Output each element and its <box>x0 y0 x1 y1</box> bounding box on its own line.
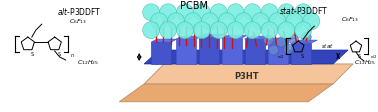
Ellipse shape <box>227 5 244 22</box>
Ellipse shape <box>269 14 286 30</box>
Polygon shape <box>151 43 171 64</box>
Ellipse shape <box>177 23 194 39</box>
Text: PCBM: PCBM <box>180 1 208 11</box>
Ellipse shape <box>286 14 303 30</box>
Ellipse shape <box>160 23 177 39</box>
Ellipse shape <box>218 14 235 30</box>
Ellipse shape <box>194 23 210 39</box>
Ellipse shape <box>177 5 194 22</box>
Ellipse shape <box>143 5 160 22</box>
Ellipse shape <box>151 14 167 30</box>
Ellipse shape <box>303 14 320 30</box>
Polygon shape <box>291 44 311 64</box>
Text: $_n$: $_n$ <box>70 52 74 59</box>
Ellipse shape <box>244 23 261 39</box>
Text: P3HT: P3HT <box>234 72 259 81</box>
Ellipse shape <box>194 5 210 22</box>
Ellipse shape <box>244 5 261 22</box>
Polygon shape <box>119 84 333 102</box>
Polygon shape <box>245 40 265 64</box>
Text: $_{n/2}$: $_{n/2}$ <box>277 53 284 60</box>
Ellipse shape <box>295 23 312 39</box>
Polygon shape <box>245 37 271 40</box>
Text: S: S <box>30 51 34 56</box>
Polygon shape <box>144 64 353 84</box>
Text: $C_{12}H_{25}$: $C_{12}H_{25}$ <box>354 58 376 67</box>
Ellipse shape <box>278 23 295 39</box>
Ellipse shape <box>261 23 278 39</box>
Ellipse shape <box>301 33 311 43</box>
Ellipse shape <box>288 35 298 45</box>
Ellipse shape <box>210 5 227 22</box>
Polygon shape <box>144 51 348 64</box>
Ellipse shape <box>252 14 269 30</box>
Ellipse shape <box>201 14 218 30</box>
Text: $C_6F_{13}$: $C_6F_{13}$ <box>341 15 359 23</box>
Polygon shape <box>291 41 317 44</box>
Text: $C_{12}H_{25}$: $C_{12}H_{25}$ <box>76 58 99 67</box>
Text: S: S <box>57 51 60 56</box>
Ellipse shape <box>167 14 184 30</box>
Ellipse shape <box>210 23 227 39</box>
Polygon shape <box>176 37 202 40</box>
Ellipse shape <box>227 23 244 39</box>
Text: $_{n/2}$: $_{n/2}$ <box>370 53 378 60</box>
Text: $\it{alt}$-P3DDFT: $\it{alt}$-P3DDFT <box>57 6 102 17</box>
Polygon shape <box>176 40 196 64</box>
Ellipse shape <box>143 23 160 39</box>
Ellipse shape <box>278 5 295 22</box>
Ellipse shape <box>160 5 177 22</box>
Polygon shape <box>268 39 294 42</box>
Ellipse shape <box>235 14 252 30</box>
Ellipse shape <box>263 36 273 46</box>
Ellipse shape <box>276 38 287 48</box>
Text: S: S <box>358 53 361 58</box>
Ellipse shape <box>284 45 293 55</box>
Text: $\it{stat}$-P3DDFT: $\it{stat}$-P3DDFT <box>279 5 328 16</box>
Text: S: S <box>300 53 304 58</box>
Ellipse shape <box>184 14 201 30</box>
Polygon shape <box>199 38 219 64</box>
Ellipse shape <box>268 46 279 56</box>
Ellipse shape <box>295 5 312 22</box>
Polygon shape <box>199 35 225 38</box>
Text: $\it{stat}$: $\it{stat}$ <box>321 42 333 50</box>
Polygon shape <box>268 42 288 64</box>
Polygon shape <box>222 39 242 64</box>
Polygon shape <box>151 40 177 43</box>
Text: $C_6F_{13}$: $C_6F_{13}$ <box>68 17 87 25</box>
Ellipse shape <box>261 5 278 22</box>
Polygon shape <box>222 36 248 39</box>
